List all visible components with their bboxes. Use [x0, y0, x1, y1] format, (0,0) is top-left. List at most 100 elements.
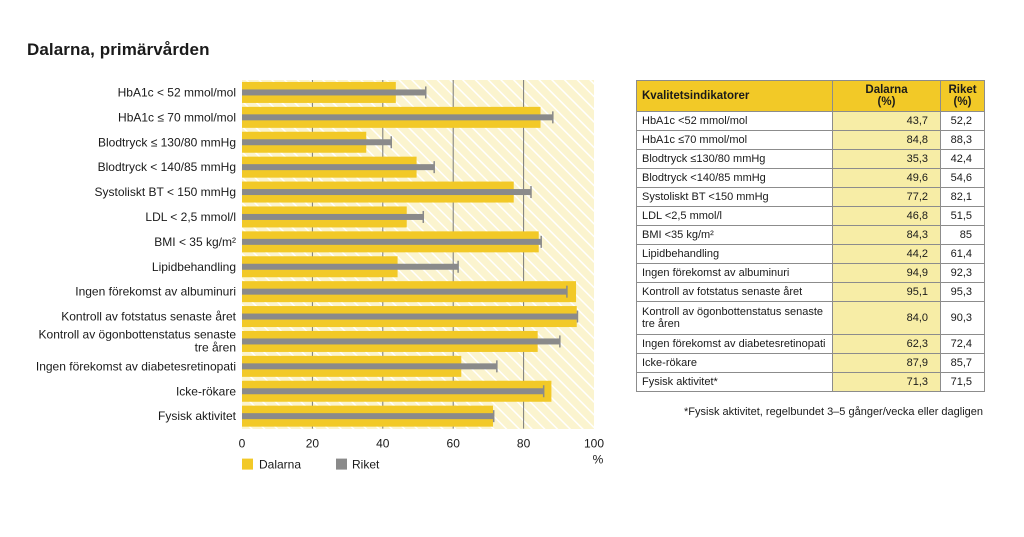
- table-row: Blodtryck <140/85 mmHg 49,6 54,6: [636, 168, 985, 188]
- cell-dalarna: 84,8: [832, 130, 941, 150]
- bar-riket: [242, 238, 542, 245]
- category-label: Icke-rökare: [176, 384, 236, 398]
- table-row: Lipidbehandling 44,2 61,4: [636, 244, 985, 264]
- legend-swatch-riket: [336, 458, 347, 470]
- cell-riket: 72,4: [940, 334, 985, 354]
- cell-indicator: Icke-rökare: [636, 353, 833, 373]
- cell-indicator: Kontroll av ögonbottenstatus senaste tre…: [636, 301, 833, 335]
- bar-riket: [242, 313, 578, 320]
- cell-dalarna: 46,8: [832, 206, 941, 226]
- page-title: Dalarna, primärvården: [27, 40, 210, 59]
- cell-indicator: Lipidbehandling: [636, 244, 833, 264]
- cell-indicator: Kontroll av fotstatus senaste året: [636, 282, 833, 302]
- x-axis-unit: %: [593, 453, 604, 467]
- bar-riket: [242, 263, 459, 270]
- x-tick-label: 20: [306, 437, 320, 451]
- cell-indicator: Ingen förekomst av diabetesretinopati: [636, 334, 833, 354]
- cell-riket: 88,3: [940, 130, 985, 150]
- table-row: LDL <2,5 mmol/l 46,8 51,5: [636, 206, 985, 226]
- bar-riket: [242, 213, 424, 220]
- x-tick-label: 60: [447, 437, 461, 451]
- header-indicator: Kvalitetsindikatorer: [636, 80, 833, 112]
- cell-dalarna: 62,3: [832, 334, 941, 354]
- table-row: HbA1c ≤70 mmol/mol 84,8 88,3: [636, 130, 985, 150]
- cell-riket: 90,3: [940, 301, 985, 335]
- category-label: Ingen förekomst av diabetesretinopati: [36, 359, 236, 373]
- table-row: Kontroll av fotstatus senaste året 95,1 95…: [636, 282, 985, 302]
- bar-riket: [242, 413, 494, 420]
- table-row: HbA1c <52 mmol/mol 43,7 52,2: [636, 111, 985, 131]
- cell-riket: 52,2: [940, 111, 985, 131]
- bar-riket: [242, 189, 531, 196]
- category-label: Kontroll av fotstatus senaste året: [61, 310, 236, 324]
- cell-indicator: Systoliskt BT <150 mmHg: [636, 187, 833, 207]
- category-label: Fysisk aktivitet: [158, 409, 237, 423]
- table-row: Systoliskt BT <150 mmHg 77,2 82,1: [636, 187, 985, 207]
- category-label: Lipidbehandling: [152, 260, 236, 274]
- legend-label-dalarna: Dalarna: [259, 458, 301, 472]
- cell-indicator: HbA1c ≤70 mmol/mol: [636, 130, 833, 150]
- category-label: Blodtryck ≤ 130/80 mmHg: [98, 135, 236, 149]
- bar-riket: [242, 89, 426, 96]
- x-tick-label: 0: [239, 437, 246, 451]
- cell-riket: 92,3: [940, 263, 985, 283]
- cell-indicator: HbA1c <52 mmol/mol: [636, 111, 833, 131]
- cell-indicator: Blodtryck ≤130/80 mmHg: [636, 149, 833, 169]
- table-row: Ingen förekomst av albuminuri 94,9 92,3: [636, 263, 985, 283]
- cell-riket: 82,1: [940, 187, 985, 207]
- cell-dalarna: 35,3: [832, 149, 941, 169]
- table-footnote: *Fysisk aktivitet, regelbundet 3–5 gånge…: [684, 406, 984, 418]
- header-riket-line1: Riket: [948, 84, 977, 96]
- bar-riket: [242, 363, 497, 370]
- cell-dalarna: 84,0: [832, 301, 941, 335]
- cell-riket: 42,4: [940, 149, 985, 169]
- category-label: HbA1c < 52 mmol/mol: [118, 85, 236, 99]
- header-riket-line2: (%): [953, 96, 972, 108]
- x-tick-label: 40: [376, 437, 390, 451]
- cell-riket: 95,3: [940, 282, 985, 302]
- cell-dalarna: 84,3: [832, 225, 941, 245]
- indicator-table: Kvalitetsindikatorer Dalarna (%) Riket (…: [636, 80, 985, 392]
- legend-label-riket: Riket: [352, 458, 380, 472]
- x-tick-label: 80: [517, 437, 531, 451]
- x-tick-label: 100: [584, 437, 604, 451]
- table-row: Blodtryck ≤130/80 mmHg 35,3 42,4: [636, 149, 985, 169]
- category-label: Ingen förekomst av albuminuri: [75, 285, 236, 299]
- bar-riket: [242, 114, 553, 121]
- header-dalarna-line1: Dalarna: [865, 84, 908, 96]
- table-row: BMI <35 kg/m² 84,3 85: [636, 225, 985, 245]
- cell-dalarna: 43,7: [832, 111, 941, 131]
- cell-indicator: Blodtryck <140/85 mmHg: [636, 168, 833, 188]
- table-header-row: Kvalitetsindikatorer Dalarna (%) Riket (…: [636, 80, 985, 112]
- table-row: Fysisk aktivitet* 71,3 71,5: [636, 372, 985, 392]
- cell-riket: 71,5: [940, 372, 985, 392]
- table-row: Ingen förekomst av diabetesretinopati 62,…: [636, 334, 985, 354]
- bar-riket: [242, 338, 560, 345]
- cell-dalarna: 95,1: [832, 282, 941, 302]
- table-row: Kontroll av ögonbottenstatus senaste tre…: [636, 301, 985, 335]
- cell-riket: 61,4: [940, 244, 985, 264]
- cell-riket: 54,6: [940, 168, 985, 188]
- category-label: LDL < 2,5 mmol/l: [145, 210, 236, 224]
- cell-dalarna: 44,2: [832, 244, 941, 264]
- cell-indicator: BMI <35 kg/m²: [636, 225, 833, 245]
- bar-riket: [242, 164, 435, 171]
- bar-riket: [242, 139, 392, 146]
- header-riket: Riket (%): [940, 80, 985, 112]
- header-dalarna-line2: (%): [877, 96, 896, 108]
- cell-dalarna: 77,2: [832, 187, 941, 207]
- cell-riket: 51,5: [940, 206, 985, 226]
- bar-chart: HbA1c < 52 mmol/mol HbA1c ≤ 70 mmol/mol Bl…: [36, 80, 604, 472]
- bar-riket: [242, 288, 567, 295]
- category-label: Systoliskt BT < 150 mmHg: [95, 185, 237, 199]
- header-dalarna: Dalarna (%): [832, 80, 941, 112]
- cell-indicator: Ingen förekomst av albuminuri: [636, 263, 833, 283]
- cell-dalarna: 94,9: [832, 263, 941, 283]
- category-label: HbA1c ≤ 70 mmol/mol: [118, 110, 236, 124]
- legend-swatch-dalarna: [242, 458, 253, 470]
- cell-indicator: Fysisk aktivitet*: [636, 372, 833, 392]
- cell-riket: 85: [940, 225, 985, 245]
- bar-riket: [242, 388, 544, 395]
- category-label: BMI < 35 kg/m²: [154, 235, 236, 249]
- category-label: Blodtryck < 140/85 mmHg: [98, 160, 236, 174]
